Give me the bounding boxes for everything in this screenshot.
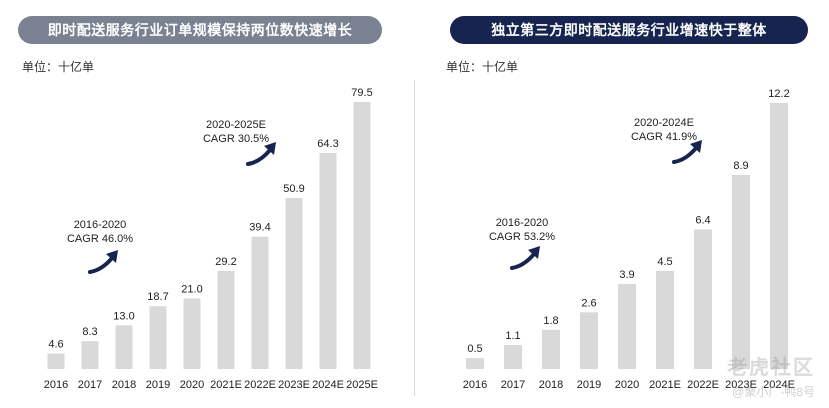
tick-label-left-2019: 2019 bbox=[146, 379, 170, 391]
annotation-period-right-1: 2020-2024E bbox=[634, 117, 694, 129]
tick-label-left-2018: 2018 bbox=[112, 379, 136, 391]
growth-arrow-icon bbox=[672, 140, 702, 164]
annotation-period-right-0: 2016-2020 bbox=[496, 217, 549, 229]
tick-label-left-2017: 2017 bbox=[78, 379, 102, 391]
value-label-left-2018: 13.0 bbox=[113, 310, 134, 322]
bar-left-2019 bbox=[149, 306, 167, 369]
tick-label-right-2022E: 2022E bbox=[687, 379, 719, 391]
bar-left-2022E bbox=[251, 236, 269, 369]
bar-right-2018 bbox=[542, 329, 560, 369]
annotation-cagr-right-1: CAGR 41.9% bbox=[631, 131, 697, 143]
value-label-right-2023E: 8.9 bbox=[733, 160, 748, 172]
growth-arrow-icon bbox=[510, 246, 540, 270]
panel-divider bbox=[414, 80, 415, 396]
tick-label-left-2024E: 2024E bbox=[312, 379, 344, 391]
bar-chart-right: 0.5 2016 1.1 2017 1.8 2018 2.6 2019 3.9 2020 4.5 20… bbox=[463, 88, 795, 391]
bar-left-2018 bbox=[115, 325, 133, 369]
value-label-left-2020: 21.0 bbox=[181, 283, 202, 295]
value-label-right-2022E: 6.4 bbox=[695, 214, 710, 226]
tick-label-left-2020: 2020 bbox=[180, 379, 204, 391]
unit-label-right: 单位：十亿单 bbox=[446, 60, 519, 74]
growth-arrow-icon bbox=[246, 142, 276, 166]
bar-right-2016 bbox=[466, 358, 484, 369]
bar-left-2017 bbox=[81, 341, 99, 369]
tick-label-right-2016: 2016 bbox=[463, 379, 487, 391]
bar-left-2023E bbox=[285, 198, 303, 369]
value-label-right-2021E: 4.5 bbox=[657, 256, 672, 268]
value-label-left-2019: 18.7 bbox=[147, 291, 168, 303]
value-label-left-2025E: 79.5 bbox=[351, 87, 372, 99]
bar-right-2017 bbox=[504, 345, 522, 369]
annotation-cagr-left-0: CAGR 46.0% bbox=[67, 233, 133, 245]
value-label-right-2018: 1.8 bbox=[543, 315, 558, 327]
tick-label-right-2024E: 2024E bbox=[763, 379, 795, 391]
annotation-cagr-left-1: CAGR 30.5% bbox=[203, 133, 269, 145]
tick-label-left-2016: 2016 bbox=[44, 379, 68, 391]
tick-label-right-2023E: 2023E bbox=[725, 379, 757, 391]
bar-left-2016 bbox=[47, 353, 65, 369]
watermark-handle: @聚小厂-鸭8号 bbox=[732, 385, 815, 399]
bar-left-2025E bbox=[353, 102, 371, 369]
tick-label-left-2021E: 2021E bbox=[210, 379, 242, 391]
bar-right-2023E bbox=[732, 174, 750, 369]
tick-label-left-2022E: 2022E bbox=[244, 379, 276, 391]
growth-arrow-icon bbox=[88, 250, 118, 274]
value-label-right-2019: 2.6 bbox=[581, 297, 596, 309]
value-label-left-2022E: 39.4 bbox=[249, 222, 270, 234]
annotation-cagr-right-0: CAGR 53.2% bbox=[489, 231, 555, 243]
bar-right-2021E bbox=[656, 270, 674, 369]
tick-label-right-2018: 2018 bbox=[539, 379, 563, 391]
tick-label-right-2021E: 2021E bbox=[649, 379, 681, 391]
chart-title-right: 独立第三方即时配送服务行业增速快于整体 bbox=[450, 16, 808, 44]
chart-title-left: 即时配送服务行业订单规模保持两位数快速增长 bbox=[18, 16, 382, 44]
chart-panel-left: 即时配送服务行业订单规模保持两位数快速增长 单位：十亿单 4.6 2016 8.3 2… bbox=[0, 0, 410, 408]
bar-left-2020 bbox=[183, 298, 201, 369]
chart-panel-right: 独立第三方即时配送服务行业增速快于整体 单位：十亿单 0.5 2016 1.1 201… bbox=[420, 0, 829, 408]
bar-right-2022E bbox=[694, 229, 712, 369]
annotation-period-left-1: 2020-2025E bbox=[206, 119, 266, 131]
tick-label-right-2020: 2020 bbox=[615, 379, 639, 391]
value-label-left-2023E: 50.9 bbox=[283, 183, 304, 195]
value-label-left-2017: 8.3 bbox=[82, 326, 97, 338]
value-label-right-2020: 3.9 bbox=[619, 269, 634, 281]
unit-label-left: 单位：十亿单 bbox=[22, 60, 95, 74]
value-label-right-2024E: 12.2 bbox=[768, 88, 789, 100]
value-label-left-2016: 4.6 bbox=[48, 339, 63, 351]
tick-label-right-2019: 2019 bbox=[577, 379, 601, 391]
tick-label-left-2025E: 2025E bbox=[346, 379, 378, 391]
value-label-left-2024E: 64.3 bbox=[317, 138, 338, 150]
bar-right-2024E bbox=[770, 103, 788, 369]
watermark-logo: 老虎社区 bbox=[727, 357, 815, 379]
tick-label-left-2023E: 2023E bbox=[278, 379, 310, 391]
bar-left-2021E bbox=[217, 270, 235, 369]
value-label-right-2017: 1.1 bbox=[505, 330, 520, 342]
bar-right-2020 bbox=[618, 283, 636, 369]
bar-chart-left: 4.6 2016 8.3 2017 13.0 2018 18.7 2019 21.0 2020 29… bbox=[44, 87, 378, 391]
bar-right-2019 bbox=[580, 312, 598, 369]
annotation-period-left-0: 2016-2020 bbox=[74, 219, 127, 231]
bar-left-2024E bbox=[319, 153, 337, 369]
tick-label-right-2017: 2017 bbox=[501, 379, 525, 391]
value-label-right-2016: 0.5 bbox=[467, 343, 482, 355]
value-label-left-2021E: 29.2 bbox=[215, 256, 236, 268]
